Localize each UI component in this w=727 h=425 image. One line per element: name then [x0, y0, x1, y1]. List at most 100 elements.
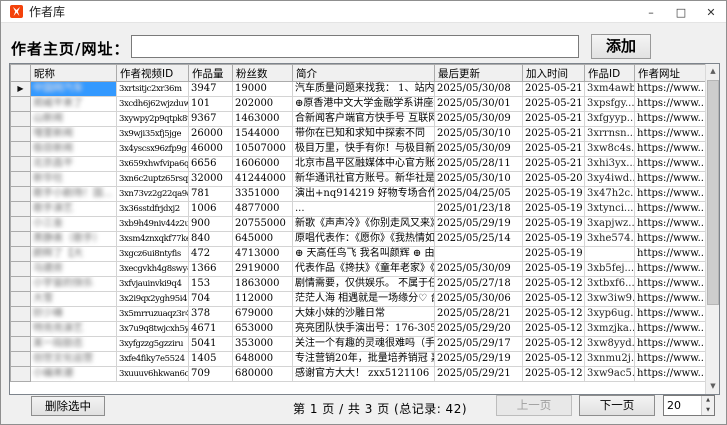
- cell-works[interactable]: 900: [188, 216, 233, 232]
- cell-bio[interactable]: 剧情需要，仅供娱乐。 不属于任何...: [292, 276, 435, 292]
- cell-bio[interactable]: 专注营销20年，批量培养销冠 嘉纬...: [292, 351, 435, 367]
- cell-video_id[interactable]: 3xywpy2p9qtpk8u: [116, 111, 189, 127]
- cell-bio[interactable]: 亮亮团队快手演出号：176-3056-5436: [292, 321, 435, 337]
- cell-work_id[interactable]: 3xhe574...: [584, 231, 635, 247]
- cell-bio[interactable]: 代表作品《搀扶》《童年老家》《...: [292, 261, 435, 277]
- scrollbar-thumb[interactable]: [707, 80, 719, 305]
- cell-nickname[interactable]: 郑威平来了: [30, 96, 117, 112]
- cell-fans[interactable]: 2919000: [232, 261, 293, 277]
- row-selector[interactable]: [10, 351, 31, 367]
- cell-fans[interactable]: 202000: [232, 96, 293, 112]
- column-header[interactable]: 昵称: [30, 64, 117, 82]
- table-row[interactable]: 颜辉了【大 3xgcz6ui8ntyfis 472 4713000 ⊕ 天高任鸟飞 我名…: [10, 246, 706, 262]
- cell-url[interactable]: https://www....: [634, 366, 706, 382]
- cell-nickname[interactable]: 妙少峰: [30, 306, 117, 322]
- cell-video_id[interactable]: 3xrtsitjc2xr36m: [116, 81, 189, 97]
- cell-fans[interactable]: 41244000: [232, 171, 293, 187]
- cell-nickname[interactable]: 埋里新闻: [30, 126, 117, 142]
- cell-updated[interactable]: 2025/01/23/18: [434, 201, 523, 217]
- cell-nickname[interactable]: 特亮亮演艺: [30, 321, 117, 337]
- cell-bio[interactable]: 合新闻客户端官方快手号 互联网新...: [292, 111, 435, 127]
- cell-joined[interactable]: 2025-05-21 ...: [522, 141, 585, 157]
- cell-works[interactable]: 781: [188, 186, 233, 202]
- table-row[interactable]: 歌手小剧场！国... 3xn73vz2g22qa9a 781 3351000 演出+nq…: [10, 186, 706, 202]
- cell-nickname[interactable]: 大雪: [30, 291, 117, 307]
- column-header[interactable]: 粉丝数: [232, 64, 293, 82]
- cell-fans[interactable]: 680000: [232, 366, 293, 382]
- cell-works[interactable]: 101: [188, 96, 233, 112]
- cell-url[interactable]: https://www....: [634, 336, 706, 352]
- cell-nickname[interactable]: 小宇宙的快乐: [30, 276, 117, 292]
- cell-joined[interactable]: 2025-05-12 ...: [522, 336, 585, 352]
- cell-works[interactable]: 378: [188, 306, 233, 322]
- table-row[interactable]: 山新闻 3xywpy2p9qtpk8u 9367 1463000 合新闻客户端官方快手号…: [10, 111, 706, 127]
- cell-work_id[interactable]: 3xyp6ug...: [584, 306, 635, 322]
- cell-fans[interactable]: 10507000: [232, 141, 293, 157]
- cell-nickname[interactable]: 颜辉了【大: [30, 246, 117, 262]
- cell-url[interactable]: https://www....: [634, 351, 706, 367]
- row-selector[interactable]: [10, 291, 31, 307]
- cell-work_id[interactable]: 3xb5fej...: [584, 261, 635, 277]
- cell-updated[interactable]: 2025/05/30/10: [434, 171, 523, 187]
- table-row[interactable]: 黑静美（歌手） 3xsm4znxqkf77ke 840 645000 原唱代表作：《愿你…: [10, 231, 706, 247]
- table-row[interactable]: ▶ 中国网汽车 3xrtsitjc2xr36m 3947 19000 汽车质量问题来找我：…: [10, 81, 706, 97]
- cell-bio[interactable]: 原唱代表作：《愿你》《我热情如...: [292, 231, 435, 247]
- cell-updated[interactable]: 2025/05/29/21: [434, 366, 523, 382]
- row-selector[interactable]: [10, 306, 31, 322]
- cell-joined[interactable]: 2025-05-21 ...: [522, 126, 585, 142]
- cell-url[interactable]: https://www....: [634, 201, 706, 217]
- cell-fans[interactable]: 3351000: [232, 186, 293, 202]
- cell-nickname[interactable]: 山新闻: [30, 111, 117, 127]
- close-icon[interactable]: ✕: [706, 5, 716, 19]
- cell-bio[interactable]: ⊕ 天高任鸟飞 我名叫颜辉 ⊕ 由...: [292, 246, 435, 262]
- cell-work_id[interactable]: [584, 246, 635, 262]
- table-row[interactable]: 妙少峰 3x5mrruzuaqz3r4 378 679000 大妹小妹的沙雕日常 2025…: [10, 306, 706, 322]
- cell-updated[interactable]: 2025/04/25/05: [434, 186, 523, 202]
- cell-video_id[interactable]: 3xyfgzzg5gzziru: [116, 336, 189, 352]
- table-row[interactable]: 创世文化运营 3xfe4fiky7e5524 1405 648000 专注营销20年，批…: [10, 351, 706, 367]
- cell-url[interactable]: https://www....: [634, 321, 706, 337]
- cell-joined[interactable]: 2025-05-12 ...: [522, 291, 585, 307]
- cell-nickname[interactable]: 北京昌平: [30, 156, 117, 172]
- cell-updated[interactable]: 2025/05/30/10: [434, 126, 523, 142]
- column-header[interactable]: 作者网址: [634, 64, 706, 82]
- cell-video_id[interactable]: 3x5mrruzuaqz3r4: [116, 306, 189, 322]
- cell-joined[interactable]: 2025-05-21 ...: [522, 111, 585, 127]
- cell-fans[interactable]: 679000: [232, 306, 293, 322]
- row-selector[interactable]: [10, 126, 31, 142]
- cell-works[interactable]: 9367: [188, 111, 233, 127]
- cell-fans[interactable]: 1544000: [232, 126, 293, 142]
- row-selector[interactable]: [10, 216, 31, 232]
- cell-joined[interactable]: 2025-05-12 ...: [522, 306, 585, 322]
- row-selector[interactable]: [10, 336, 31, 352]
- cell-joined[interactable]: 2025-05-19 ...: [522, 261, 585, 277]
- cell-video_id[interactable]: 3x9wji35xfj5jge: [116, 126, 189, 142]
- cell-url[interactable]: https://www....: [634, 81, 706, 97]
- cell-work_id[interactable]: 3xw8c4s...: [584, 141, 635, 157]
- cell-joined[interactable]: 2025-05-20 ...: [522, 171, 585, 187]
- cell-url[interactable]: https://www....: [634, 111, 706, 127]
- table-row[interactable]: 小三金 3xb9h49niv44z2u 900 20755000 新歌《声声冷》《你别走…: [10, 216, 706, 232]
- cell-works[interactable]: 3947: [188, 81, 233, 97]
- cell-work_id[interactable]: 3xy4iwd...: [584, 171, 635, 187]
- cell-bio[interactable]: 茫茫人海 相遇就是一场缘分♡ 台...: [292, 291, 435, 307]
- cell-work_id[interactable]: 3xapjwz...: [584, 216, 635, 232]
- cell-joined[interactable]: 2025-05-19 ...: [522, 201, 585, 217]
- table-row[interactable]: 小宇宙的快乐 3xfvjauinvki9q4 153 1863000 剧情需要，仅供娱乐…: [10, 276, 706, 292]
- cell-video_id[interactable]: 3x36sstdfrjdxj2: [116, 201, 189, 217]
- cell-nickname[interactable]: 新华社: [30, 171, 117, 187]
- table-row[interactable]: 某一段励志 3xyfgzzg5gzziru 5041 353000 关注一个有趣的灵魂很…: [10, 336, 706, 352]
- cell-updated[interactable]: 2025/05/25/14: [434, 231, 523, 247]
- table-row[interactable]: 小编来潮 3xuuuv6hkwan6ci 709 680000 感谢官方大大！ zxx5…: [10, 366, 706, 382]
- cell-video_id[interactable]: 3xecgvkh4g8swy4: [116, 261, 189, 277]
- cell-works[interactable]: 704: [188, 291, 233, 307]
- cell-video_id[interactable]: 3x659xhwfvipa6q: [116, 156, 189, 172]
- cell-joined[interactable]: 2025-05-19 ...: [522, 216, 585, 232]
- cell-work_id[interactable]: 3xm4awb...: [584, 81, 635, 97]
- cell-fans[interactable]: 19000: [232, 81, 293, 97]
- cell-url[interactable]: https://www....: [634, 231, 706, 247]
- table-row[interactable]: 新华社 3xn6c2uptz65rsq 32000 41244000 新华通讯社官方账号…: [10, 171, 706, 187]
- row-selector[interactable]: [10, 366, 31, 382]
- row-selector[interactable]: [10, 321, 31, 337]
- cell-fans[interactable]: 1863000: [232, 276, 293, 292]
